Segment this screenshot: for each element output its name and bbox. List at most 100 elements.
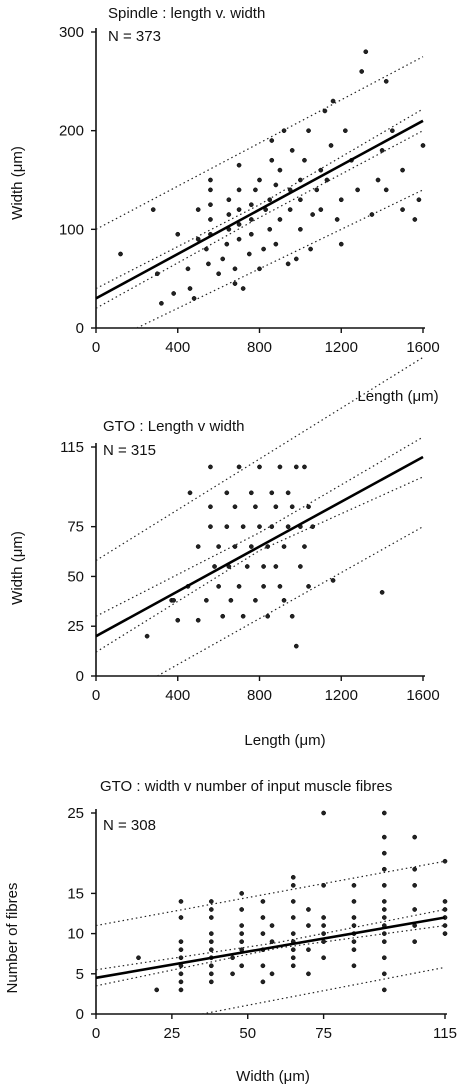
data-point bbox=[314, 187, 320, 193]
panel-spindle: Spindle : length v. width N = 373 Length… bbox=[9, 5, 440, 405]
data-point bbox=[178, 987, 184, 993]
x-tick-label: 0 bbox=[92, 1025, 100, 1042]
data-point bbox=[381, 955, 387, 961]
data-point bbox=[240, 613, 246, 619]
regression-line bbox=[95, 455, 424, 638]
data-point bbox=[208, 947, 214, 953]
data-point bbox=[363, 49, 369, 55]
data-point bbox=[260, 963, 266, 969]
data-point bbox=[216, 271, 221, 277]
data-point bbox=[298, 197, 303, 203]
data-point bbox=[375, 177, 381, 183]
data-point bbox=[273, 182, 279, 188]
x-tick-label: 1600 bbox=[406, 339, 439, 356]
y-tick-label: 50 bbox=[67, 568, 84, 585]
data-point bbox=[293, 464, 299, 470]
data-point bbox=[379, 590, 385, 595]
data-point bbox=[150, 207, 156, 212]
confidence-band-upper bbox=[95, 908, 446, 971]
data-point bbox=[236, 236, 242, 242]
data-point bbox=[412, 939, 418, 944]
y-tick-label: 0 bbox=[76, 1006, 84, 1023]
data-point bbox=[383, 78, 389, 84]
data-point bbox=[195, 207, 201, 212]
panel-gto-width-fibres: GTO : width v number of input muscle fib… bbox=[4, 778, 457, 1085]
data-point bbox=[302, 157, 307, 163]
data-point bbox=[232, 504, 238, 510]
data-point bbox=[355, 187, 360, 193]
x-tick-label: 400 bbox=[165, 339, 190, 356]
regression-line bbox=[95, 119, 424, 300]
chart-title: GTO : width v number of input muscle fib… bbox=[100, 778, 392, 795]
data-point bbox=[195, 236, 201, 242]
data-point bbox=[290, 883, 296, 888]
data-point bbox=[212, 564, 217, 569]
data-point bbox=[289, 148, 295, 153]
data-point bbox=[171, 291, 177, 296]
data-point bbox=[381, 987, 387, 993]
data-point bbox=[400, 207, 405, 212]
data-point bbox=[265, 613, 271, 619]
x-axis-label: Width (μm) bbox=[236, 1068, 310, 1085]
data-point bbox=[318, 207, 324, 212]
data-point bbox=[187, 286, 193, 291]
data-point bbox=[178, 915, 184, 920]
data-point bbox=[267, 197, 273, 203]
data-point bbox=[208, 963, 214, 969]
data-point bbox=[216, 544, 221, 549]
x-tick-label: 1600 bbox=[406, 687, 439, 704]
data-point bbox=[298, 177, 303, 183]
data-point bbox=[351, 963, 357, 969]
y-tick-label: 10 bbox=[67, 926, 84, 943]
panel-gto-length-width: GTO : Length v width N = 315 Length (μm)… bbox=[9, 356, 440, 749]
data-point bbox=[321, 810, 326, 816]
chart-title: Spindle : length v. width bbox=[108, 5, 265, 22]
data-point bbox=[208, 177, 213, 183]
data-point bbox=[442, 923, 448, 928]
data-point bbox=[442, 907, 448, 912]
data-point bbox=[324, 177, 330, 183]
data-point bbox=[306, 584, 311, 589]
data-point bbox=[136, 955, 141, 961]
data-point bbox=[239, 907, 245, 912]
data-point bbox=[298, 226, 303, 232]
data-point bbox=[269, 524, 275, 530]
data-point bbox=[351, 923, 357, 928]
data-point bbox=[236, 207, 242, 212]
data-point bbox=[236, 222, 242, 227]
data-point bbox=[191, 296, 197, 301]
data-point bbox=[208, 202, 213, 208]
data-point bbox=[293, 643, 299, 649]
data-point bbox=[175, 617, 181, 623]
data-point bbox=[290, 955, 296, 961]
data-point bbox=[306, 971, 311, 977]
data-point bbox=[265, 544, 271, 549]
plot-area: 0 400 800 1200 1600 0 25 50 75 115 bbox=[60, 356, 440, 704]
data-point bbox=[195, 617, 201, 623]
data-point bbox=[253, 187, 258, 193]
data-point bbox=[178, 971, 184, 977]
data-point bbox=[239, 891, 245, 896]
data-point bbox=[281, 544, 287, 549]
data-point bbox=[244, 564, 250, 569]
y-tick-label: 0 bbox=[76, 668, 84, 685]
y-tick-label: 115 bbox=[60, 439, 84, 456]
data-point bbox=[224, 241, 230, 247]
data-point bbox=[383, 187, 389, 193]
data-point bbox=[178, 979, 184, 985]
y-axis-label: Number of fibres bbox=[4, 883, 21, 994]
data-point bbox=[290, 963, 296, 969]
data-point bbox=[236, 187, 242, 193]
y-tick-label: 200 bbox=[59, 123, 84, 140]
data-point bbox=[381, 850, 387, 856]
data-point bbox=[289, 613, 295, 619]
data-point bbox=[257, 524, 262, 530]
y-tick-label: 5 bbox=[76, 966, 84, 983]
y-axis-label: Width (μm) bbox=[9, 531, 26, 605]
y-tick-label: 300 bbox=[59, 24, 84, 41]
data-point bbox=[208, 187, 213, 193]
prediction-band-lower bbox=[202, 966, 446, 1015]
data-point bbox=[208, 931, 214, 936]
data-point bbox=[208, 915, 214, 920]
